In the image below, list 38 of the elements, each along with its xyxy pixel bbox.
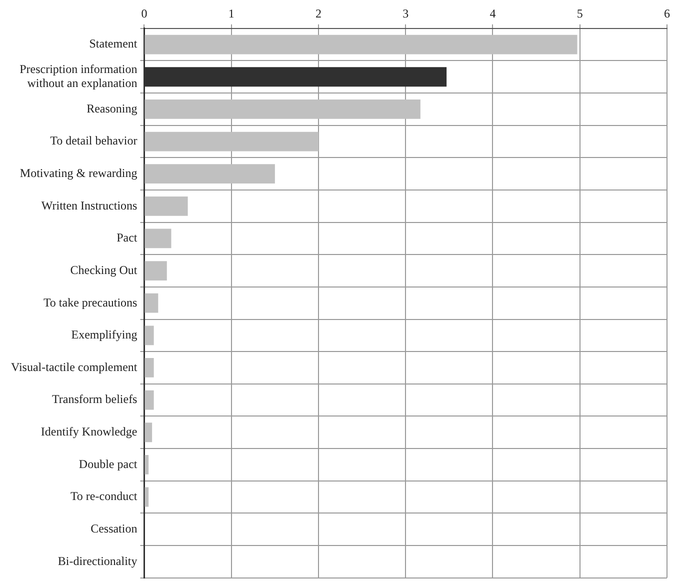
bar [144,261,167,280]
y-tick-label: To detail behavior [50,134,138,148]
bar [144,422,152,442]
y-tick-label: Written Instructions [41,198,138,212]
bar [144,390,154,410]
y-tick-label: Cessation [90,521,138,536]
x-tick-label: 2 [315,6,322,20]
y-tick-label: Statement [89,36,138,51]
y-tick-label: Checking Out [70,262,138,277]
x-tick-label: 5 [576,6,583,20]
bar [144,326,154,346]
bar [144,100,420,119]
bar [144,293,158,313]
y-tick-label: Pact [116,230,138,245]
y-tick-label: Motivating & rewarding [20,166,138,180]
y-tick-label: Transform beliefs [52,392,138,406]
x-tick-label: 6 [664,6,670,20]
x-tick-label: 4 [490,6,496,20]
bar [144,487,149,507]
bar [144,454,149,474]
y-tick-label: Visual-tactile complement [11,360,138,374]
bar [144,34,578,54]
x-tick-label: 1 [228,6,234,20]
bar [144,196,188,216]
y-tick-label: To re-conduct [70,489,138,504]
y-tick-label: Reasoning [86,101,138,116]
y-tick-label: Double pact [78,456,138,471]
bar [144,228,172,248]
y-tick-label: Prescription information without an explanation [20,62,138,90]
bar [144,132,318,152]
y-tick-label: To take precautions [43,295,138,310]
x-tick-label: 3 [402,6,409,20]
bar [144,358,154,378]
y-tick-label: Exemplifying [71,328,138,342]
bar [144,164,275,184]
y-tick-label: Identify Knowledge [40,424,138,439]
y-tick-label: Bi-directionality [58,554,138,568]
x-tick-label: 0 [141,6,148,20]
